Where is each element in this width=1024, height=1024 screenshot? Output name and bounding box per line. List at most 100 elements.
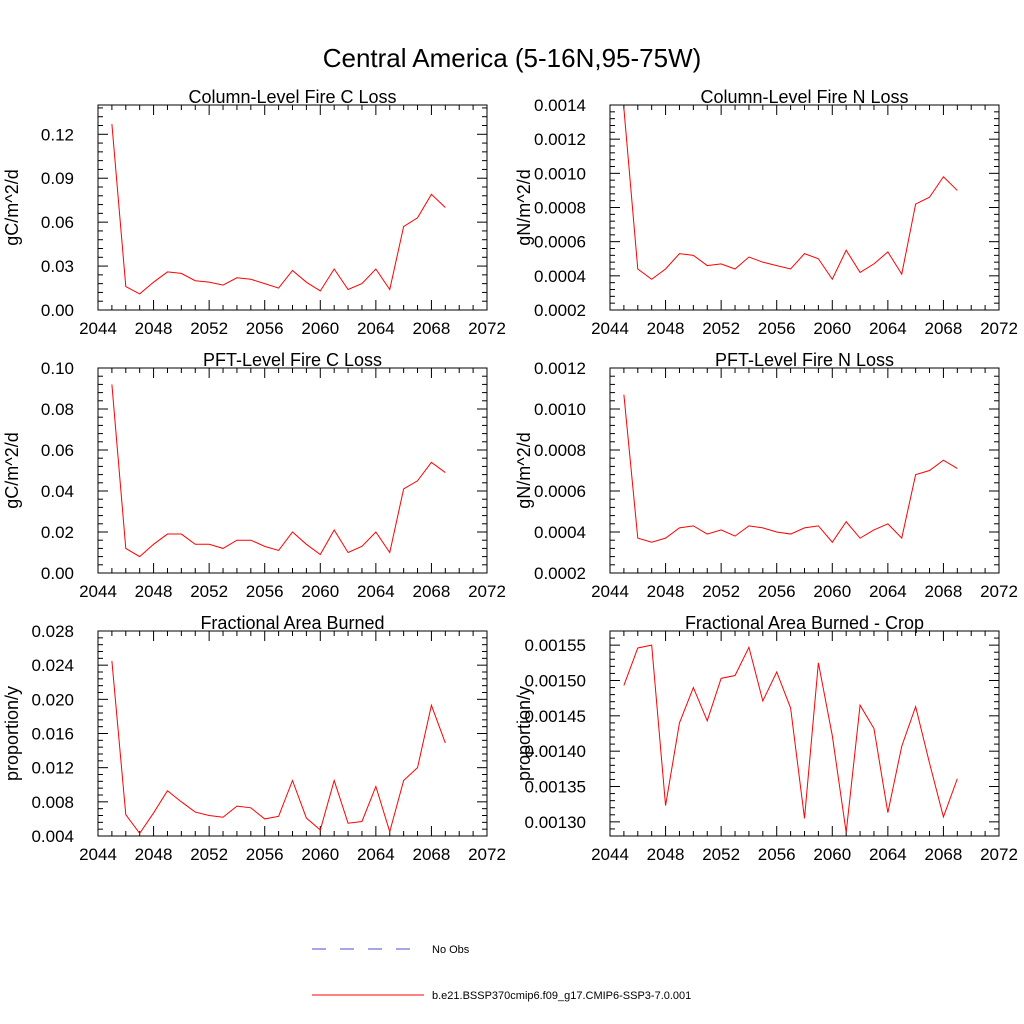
chart-panel-2: Column-Level Fire N Loss 2044 2048 2052 2056… [514, 87, 1018, 338]
x-tick-label: 2044 [591, 845, 629, 864]
y-tick-label: 0.02 [41, 523, 74, 542]
y-tick-label: 0.00140 [525, 742, 586, 761]
x-tick-label: 2048 [135, 845, 173, 864]
series-line [111, 660, 446, 835]
y-tick-label: 0.0004 [534, 267, 586, 286]
y-tick-label: 0.0006 [534, 233, 586, 252]
x-tick-label: 2064 [869, 582, 907, 601]
x-tick-label: 2052 [702, 582, 740, 601]
x-tick-label: 2068 [925, 319, 963, 338]
plot-frame [609, 104, 1000, 311]
y-tick-label: 0.00135 [525, 778, 586, 797]
series-line [623, 108, 958, 281]
chart-panel-3: PFT-Level Fire C Loss 2044 2048 2052 2056 206… [2, 350, 506, 601]
y-tick-label: 0.016 [31, 725, 74, 744]
y-tick-label: 0.0004 [534, 523, 586, 542]
y-tick-label: 0.0010 [534, 400, 586, 419]
x-tick-label: 2072 [468, 582, 506, 601]
y-tick-label: 0.0002 [534, 564, 586, 583]
x-tick-label: 2044 [591, 582, 629, 601]
figure-title: Central America (5-16N,95-75W) [323, 43, 702, 73]
y-tick-label: 0.00155 [525, 636, 586, 655]
x-tick-label: 2068 [413, 319, 451, 338]
x-tick-label: 2060 [301, 845, 339, 864]
y-tick-label: 0.028 [31, 622, 74, 641]
y-tick-label: 0.008 [31, 793, 74, 812]
x-tick-label: 2056 [758, 845, 796, 864]
x-tick-label: 2068 [413, 845, 451, 864]
y-tick-label: 0.012 [31, 759, 74, 778]
y-tick-label: 0.03 [41, 257, 74, 276]
y-tick-label: 0.12 [41, 125, 74, 144]
y-tick-label: 0.0006 [534, 482, 586, 501]
chart-title: PFT-Level Fire N Loss [715, 350, 894, 370]
x-tick-label: 2044 [79, 319, 117, 338]
x-tick-label: 2048 [647, 582, 685, 601]
x-tick-label: 2068 [413, 582, 451, 601]
y-tick-label: 0.00 [41, 564, 74, 583]
y-axis-label: gN/m^2/d [514, 432, 534, 508]
series-line [623, 394, 958, 544]
y-tick-label: 0.09 [41, 169, 74, 188]
x-tick-label: 2052 [702, 319, 740, 338]
x-tick-label: 2056 [246, 319, 284, 338]
x-tick-label: 2052 [702, 845, 740, 864]
y-tick-label: 0.00145 [525, 707, 586, 726]
y-tick-label: 0.0010 [534, 164, 586, 183]
y-tick-label: 0.004 [31, 827, 74, 846]
x-tick-label: 2064 [869, 319, 907, 338]
x-tick-label: 2044 [591, 319, 629, 338]
chart-title: Column-Level Fire N Loss [700, 87, 908, 107]
y-axis-label: proportion/y [514, 686, 534, 781]
x-tick-label: 2048 [135, 319, 173, 338]
x-tick-label: 2044 [79, 582, 117, 601]
series-line [111, 123, 446, 295]
y-tick-label: 0.020 [31, 690, 74, 709]
y-tick-label: 0.0002 [534, 301, 586, 320]
x-tick-label: 2048 [135, 582, 173, 601]
y-tick-label: 0.10 [41, 359, 74, 378]
x-tick-label: 2056 [246, 845, 284, 864]
y-tick-label: 0.04 [41, 482, 74, 501]
x-tick-label: 2044 [79, 845, 117, 864]
chart-title: Fractional Area Burned - Crop [685, 613, 924, 633]
y-tick-label: 0.024 [31, 656, 74, 675]
plot-frame [97, 104, 488, 311]
legend-label-no-obs: No Obs [432, 944, 470, 956]
x-tick-label: 2060 [813, 845, 851, 864]
y-tick-label: 0.0008 [534, 199, 586, 218]
x-tick-label: 2060 [301, 319, 339, 338]
x-tick-label: 2060 [813, 582, 851, 601]
y-axis-label: gC/m^2/d [2, 432, 22, 508]
x-tick-label: 2060 [813, 319, 851, 338]
legend-label-model-run: b.e21.BSSP370cmip6.f09_g17.CMIP6-SSP3-7.… [432, 990, 691, 1002]
y-tick-label: 0.0012 [534, 359, 586, 378]
chart-title: PFT-Level Fire C Loss [203, 350, 382, 370]
x-tick-label: 2064 [357, 845, 395, 864]
legend: No Obs b.e21.BSSP370cmip6.f09_g17.CMIP6-… [312, 944, 691, 1002]
y-tick-label: 0.00130 [525, 813, 586, 832]
chart-title: Column-Level Fire C Loss [188, 87, 396, 107]
x-tick-label: 2068 [925, 582, 963, 601]
series-line [623, 644, 958, 833]
x-tick-label: 2056 [246, 582, 284, 601]
plot-frame [609, 367, 1000, 574]
x-tick-label: 2072 [468, 319, 506, 338]
y-tick-label: 0.00 [41, 301, 74, 320]
x-tick-label: 2056 [758, 582, 796, 601]
chart-panel-4: PFT-Level Fire N Loss 2044 2048 2052 2056 206… [514, 350, 1018, 601]
plot-frame [97, 630, 488, 837]
x-tick-label: 2068 [925, 845, 963, 864]
x-tick-label: 2064 [357, 582, 395, 601]
x-tick-label: 2072 [980, 845, 1018, 864]
x-tick-label: 2064 [869, 845, 907, 864]
y-tick-label: 0.08 [41, 400, 74, 419]
y-tick-label: 0.0012 [534, 130, 586, 149]
y-axis-label: gN/m^2/d [514, 169, 534, 245]
y-axis-label: proportion/y [2, 686, 22, 781]
x-tick-label: 2056 [758, 319, 796, 338]
chart-title: Fractional Area Burned [200, 613, 384, 633]
x-tick-label: 2048 [647, 845, 685, 864]
y-axis-label: gC/m^2/d [2, 169, 22, 245]
